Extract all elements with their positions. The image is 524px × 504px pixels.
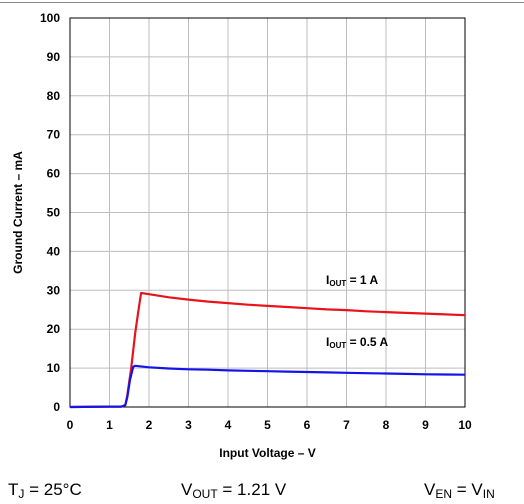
plot-frame [69, 17, 466, 408]
x-tick-label: 0 [67, 418, 74, 432]
x-tick-labels: 0 1 2 3 4 5 6 7 8 9 10 [67, 418, 472, 432]
y-tick-label: 0 [53, 400, 60, 414]
x-tick-label: 2 [146, 418, 153, 432]
x-tick-label: 9 [422, 418, 429, 432]
series-line-iout-0p5a [69, 364, 466, 409]
y-tick-label: 70 [47, 128, 61, 142]
y-tick-labels: 0 10 20 30 40 50 60 70 80 90 100 [40, 11, 60, 414]
ground-current-chart: 0 10 20 30 40 50 60 70 80 90 100 0 1 2 3 4 5 6 7 8 9 10 Inpu… [11, 11, 472, 460]
series-label-iout-0p5a: IOUT = 0.5 A [326, 335, 388, 350]
x-tick-label: 5 [264, 418, 271, 432]
x-tick-label: 6 [304, 418, 311, 432]
x-tick-label: 7 [343, 418, 350, 432]
y-tick-label: 90 [47, 50, 61, 64]
y-tick-label: 40 [47, 244, 61, 258]
y-tick-label: 10 [47, 361, 61, 375]
y-tick-label: 20 [47, 322, 61, 336]
y-tick-label: 60 [47, 167, 61, 181]
series-lines [69, 291, 466, 409]
grid [69, 17, 466, 408]
x-tick-label: 1 [106, 418, 113, 432]
y-axis-title: Ground Current – mA [11, 151, 25, 274]
y-tick-label: 80 [47, 89, 61, 103]
condition-output-voltage: VOUT = 1.21 V [181, 480, 287, 501]
series-label-iout-1a: IOUT = 1 A [326, 273, 378, 288]
y-tick-label: 30 [47, 283, 61, 297]
condition-enable-voltage: VEN = VIN [424, 480, 495, 501]
y-tick-label: 100 [40, 11, 60, 25]
x-tick-label: 10 [458, 418, 472, 432]
top-rule [0, 2, 524, 3]
x-tick-label: 4 [225, 418, 232, 432]
y-tick-label: 50 [47, 206, 61, 220]
x-tick-label: 8 [383, 418, 390, 432]
condition-junction-temp: TJ = 25°C [8, 480, 82, 501]
x-tick-label: 3 [185, 418, 192, 432]
x-axis-title: Input Voltage – V [219, 446, 315, 460]
